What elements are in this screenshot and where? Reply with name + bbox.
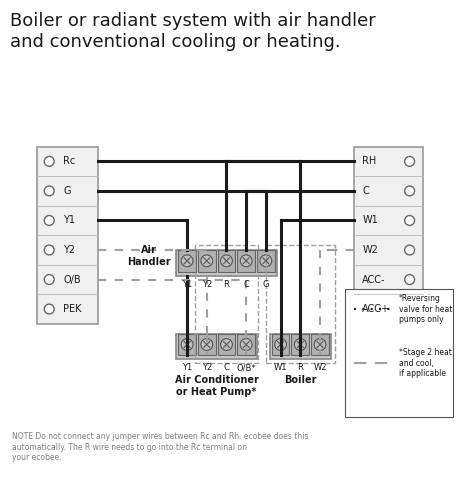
FancyBboxPatch shape	[178, 334, 196, 356]
Text: R: R	[224, 279, 229, 288]
Circle shape	[405, 216, 415, 226]
FancyBboxPatch shape	[176, 250, 277, 275]
FancyBboxPatch shape	[292, 334, 309, 356]
FancyBboxPatch shape	[237, 334, 255, 356]
Text: W1: W1	[362, 216, 378, 226]
FancyBboxPatch shape	[198, 334, 216, 356]
Text: C: C	[243, 279, 249, 288]
Circle shape	[44, 245, 54, 255]
Circle shape	[405, 274, 415, 284]
Text: NOTE Do not connect any jumper wires between Rc and Rh. ecobee does this
automat: NOTE Do not connect any jumper wires bet…	[12, 432, 308, 462]
Text: C: C	[224, 363, 229, 372]
FancyBboxPatch shape	[270, 334, 331, 359]
Circle shape	[275, 339, 286, 351]
Circle shape	[181, 255, 193, 267]
Text: O/B*: O/B*	[237, 363, 256, 372]
FancyBboxPatch shape	[37, 146, 99, 324]
Text: Boiler: Boiler	[284, 375, 317, 385]
Circle shape	[405, 245, 415, 255]
Text: Y2: Y2	[201, 363, 212, 372]
Circle shape	[405, 186, 415, 196]
FancyBboxPatch shape	[178, 250, 196, 271]
FancyBboxPatch shape	[345, 289, 453, 417]
Text: W1: W1	[274, 363, 287, 372]
Text: ACC+: ACC+	[362, 304, 391, 314]
Text: G: G	[63, 186, 71, 196]
Text: Y2: Y2	[201, 279, 212, 288]
Text: W2: W2	[362, 245, 378, 255]
FancyBboxPatch shape	[218, 334, 235, 356]
FancyBboxPatch shape	[237, 250, 255, 271]
Circle shape	[44, 274, 54, 284]
Text: Air Conditioner
or Heat Pump*: Air Conditioner or Heat Pump*	[175, 375, 258, 396]
Circle shape	[44, 216, 54, 226]
Circle shape	[314, 339, 326, 351]
Text: Y1: Y1	[182, 363, 192, 372]
Circle shape	[181, 339, 193, 351]
Circle shape	[260, 255, 272, 267]
Text: C: C	[362, 186, 369, 196]
Text: R: R	[297, 363, 303, 372]
Text: *Reversing
valve for heat
pumps only: *Reversing valve for heat pumps only	[399, 294, 452, 324]
FancyBboxPatch shape	[272, 334, 290, 356]
Circle shape	[44, 186, 54, 196]
Circle shape	[240, 339, 252, 351]
FancyBboxPatch shape	[218, 250, 235, 271]
Circle shape	[405, 156, 415, 166]
FancyBboxPatch shape	[257, 250, 275, 271]
FancyBboxPatch shape	[355, 146, 423, 324]
Text: Y1: Y1	[182, 279, 192, 288]
Text: PEK: PEK	[63, 304, 82, 314]
Text: *Stage 2 heat
and cool,
if applicable: *Stage 2 heat and cool, if applicable	[399, 348, 452, 378]
Text: Y1: Y1	[63, 216, 75, 226]
Circle shape	[294, 339, 306, 351]
Circle shape	[240, 255, 252, 267]
Circle shape	[44, 156, 54, 166]
Circle shape	[405, 304, 415, 314]
Circle shape	[220, 339, 232, 351]
Text: O/B: O/B	[63, 274, 81, 284]
FancyBboxPatch shape	[198, 250, 216, 271]
Text: RH: RH	[362, 156, 377, 166]
Circle shape	[220, 255, 232, 267]
Text: G: G	[263, 279, 269, 288]
Text: ACC-: ACC-	[362, 274, 386, 284]
Circle shape	[201, 255, 213, 267]
FancyBboxPatch shape	[176, 334, 257, 359]
Text: Rc: Rc	[63, 156, 75, 166]
Text: Boiler or radiant system with air handler
and conventional cooling or heating.: Boiler or radiant system with air handle…	[10, 12, 375, 50]
FancyBboxPatch shape	[311, 334, 329, 356]
Text: Y2: Y2	[63, 245, 75, 255]
Text: Air
Handler: Air Handler	[127, 245, 171, 267]
Circle shape	[201, 339, 213, 351]
Circle shape	[44, 304, 54, 314]
Text: W2: W2	[313, 363, 327, 372]
